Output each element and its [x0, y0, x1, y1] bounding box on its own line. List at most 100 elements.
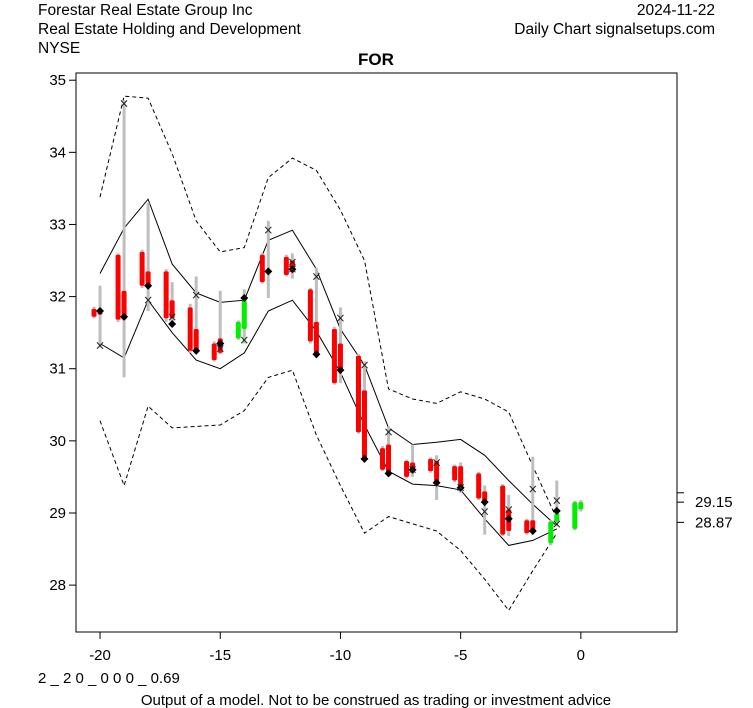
cross-marker: ×: [287, 255, 297, 269]
chart-date: 2024-11-22: [636, 2, 715, 19]
candle-body: [193, 329, 199, 351]
cross-marker: ×: [432, 455, 442, 469]
candle-body: [404, 461, 410, 477]
cross-marker: ×: [287, 262, 297, 276]
plot-frame: [75, 72, 678, 633]
y-tick-label: 31: [49, 361, 66, 378]
candle-body: [458, 466, 464, 488]
right-price-label: 29.15: [695, 494, 733, 511]
candle-body: [361, 390, 367, 459]
y-tick-label: 33: [49, 216, 66, 233]
candle-body: [241, 300, 247, 330]
candle-body: [428, 458, 434, 472]
diamond-marker: [336, 366, 345, 375]
candle-body: [235, 321, 241, 339]
diamond-marker: [240, 294, 249, 303]
model-code: 2 _ 2 0 _ 0 0 0 _ 0.69: [38, 670, 180, 687]
x-tick-label: -10: [330, 647, 352, 664]
band-lines: [99, 95, 558, 612]
y-tick-label: 35: [49, 72, 66, 89]
candle-body: [434, 461, 440, 483]
cross-marker: ×: [456, 481, 466, 495]
cross-marker: ×: [528, 482, 538, 496]
y-tick-label: 29: [49, 505, 66, 522]
cross-marker: ×: [383, 425, 393, 439]
candle-body: [548, 521, 554, 544]
candle-body: [139, 251, 145, 286]
candle-body: [307, 289, 313, 342]
diamond-marker: [144, 281, 153, 290]
candle-body: [145, 271, 151, 286]
cross-marker: ×: [408, 463, 418, 477]
diamond-marker: [552, 506, 561, 515]
candle-body: [283, 256, 289, 275]
cross-marker: ×: [263, 223, 273, 237]
diamond-marker: [96, 307, 105, 316]
cross-marker: ×: [239, 333, 249, 347]
cross-marker: ×: [552, 517, 562, 531]
diamond-marker: [216, 339, 225, 348]
cross-marker: ×: [480, 505, 490, 519]
band-lower-outer-line: [99, 369, 558, 612]
band-upper-outer-line: [99, 95, 558, 520]
candle-body: [476, 473, 482, 499]
disclaimer: Output of a model. Not to be construed a…: [141, 692, 611, 708]
candle-body: [578, 502, 584, 510]
right-price-label: 28.87: [695, 514, 733, 531]
diamond-marker: [192, 346, 201, 355]
candle-body: [91, 308, 97, 317]
x-tick-label: -5: [454, 647, 467, 664]
y-tick-label: 28: [49, 577, 66, 594]
x-tick-label: 0: [577, 647, 585, 664]
candle-body: [169, 300, 175, 319]
diamond-marker: [480, 498, 489, 507]
x-axis: -20 -15 -10 -5 0: [89, 631, 585, 664]
band-lower-inner-line: [99, 299, 558, 546]
markers: ××××××××××××××××× ×××××: [95, 96, 562, 536]
x-tick-label: -15: [209, 647, 231, 664]
candle-body: [259, 254, 265, 283]
candle-body: [500, 485, 506, 535]
candle-body: [355, 355, 361, 433]
candle-body: [524, 520, 530, 534]
candle-body: [187, 307, 193, 351]
cross-marker: ×: [335, 311, 345, 325]
x-tick-label: -20: [89, 647, 111, 664]
diamond-marker: [168, 320, 177, 329]
cross-marker: ×: [552, 494, 562, 508]
cross-marker: ×: [359, 358, 369, 372]
diamond-marker: [504, 514, 513, 523]
diamond-marker: [120, 312, 129, 321]
cross-marker: ×: [191, 288, 201, 302]
cross-marker: ×: [95, 339, 105, 353]
cross-marker: ×: [504, 502, 514, 516]
chart-source: Daily Chart signalsetups.com: [514, 21, 715, 38]
diamond-marker: [288, 265, 297, 274]
candle-body: [115, 254, 121, 320]
diamond-marker: [264, 267, 273, 276]
cross-marker: ×: [143, 293, 153, 307]
candle-body: [163, 271, 169, 319]
industry-name: Real Estate Holding and Development: [38, 21, 301, 38]
diamond-marker: [456, 483, 465, 492]
cross-marker: ×: [311, 269, 321, 283]
candle-body: [572, 502, 578, 529]
candle-body: [554, 512, 560, 522]
diamond-marker: [528, 527, 537, 536]
candle-body: [121, 290, 127, 320]
company-name: Forestar Real Estate Group Inc: [38, 2, 253, 19]
cross-marker: ×: [215, 342, 225, 356]
candle-bodies: [91, 251, 584, 544]
band-upper-inner-line: [99, 198, 558, 527]
y-tick-label: 32: [49, 289, 66, 306]
diamond-marker: [384, 469, 393, 478]
diamond-marker: [312, 350, 321, 359]
chart-title: FOR: [358, 50, 394, 69]
y-axis: 28 29 30 31 32 33 34 35: [49, 72, 76, 594]
diamond-marker: [360, 454, 369, 463]
candle-body: [331, 329, 337, 384]
y-tick-label: 34: [49, 144, 66, 161]
exchange-name: NYSE: [38, 40, 81, 57]
y-tick-label: 30: [49, 433, 66, 450]
